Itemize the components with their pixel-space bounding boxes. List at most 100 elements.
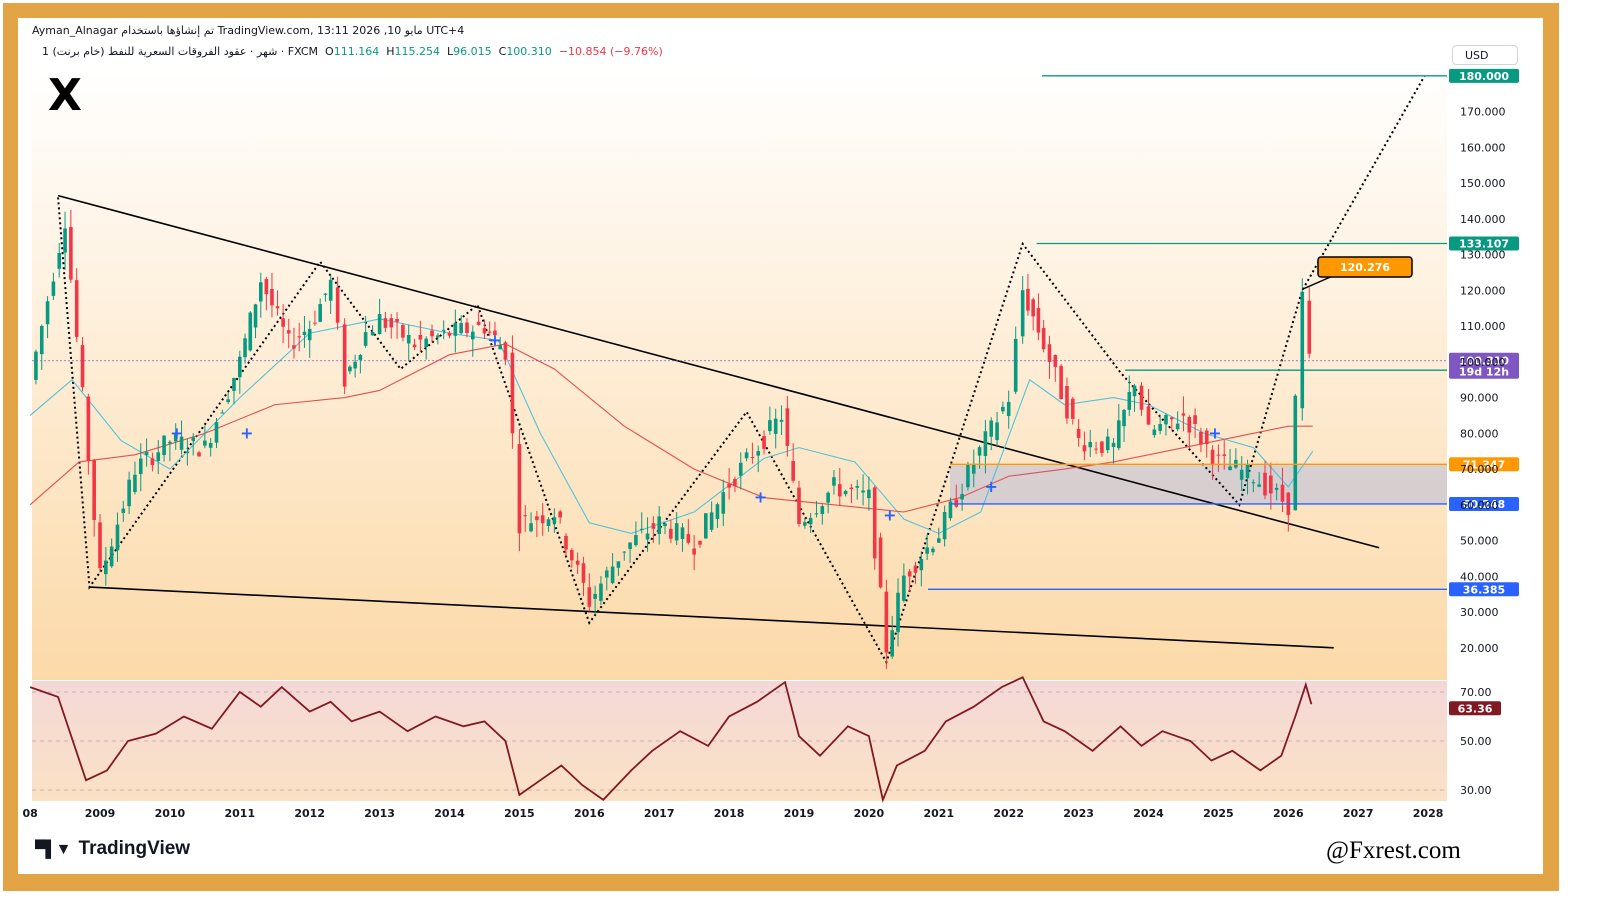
target-callout-box[interactable] [1317, 256, 1413, 278]
candle[interactable] [843, 489, 848, 497]
candle[interactable] [342, 318, 347, 395]
candle[interactable] [1132, 383, 1137, 412]
candle[interactable] [39, 324, 44, 370]
candle[interactable] [447, 331, 452, 339]
candle[interactable] [1031, 297, 1035, 331]
candle[interactable] [872, 485, 877, 570]
cross-marker-icon[interactable]: + [1208, 423, 1221, 442]
candle[interactable] [1170, 416, 1174, 431]
candle[interactable] [465, 318, 469, 338]
candle[interactable] [849, 484, 854, 504]
candle[interactable] [302, 315, 307, 348]
candle[interactable] [297, 322, 302, 352]
candle[interactable] [913, 561, 918, 584]
candle[interactable] [1257, 471, 1261, 488]
candle[interactable] [744, 448, 749, 462]
candle[interactable] [663, 521, 667, 535]
candle[interactable] [34, 349, 38, 385]
candle[interactable] [1139, 382, 1144, 416]
candle[interactable] [727, 468, 731, 500]
level-tag[interactable] [1449, 236, 1519, 251]
candle[interactable] [162, 435, 166, 462]
candle[interactable] [323, 292, 328, 302]
candle[interactable] [686, 519, 691, 545]
candle[interactable] [768, 406, 772, 435]
candle[interactable] [669, 519, 673, 543]
candle[interactable] [989, 417, 994, 451]
candle[interactable] [318, 298, 322, 323]
candle[interactable] [441, 320, 446, 340]
candle[interactable] [925, 533, 929, 561]
candle[interactable] [203, 425, 207, 449]
candle[interactable] [779, 405, 784, 436]
candle[interactable] [558, 509, 562, 524]
candle[interactable] [57, 242, 62, 278]
candle[interactable] [622, 551, 627, 561]
candle[interactable] [286, 318, 291, 349]
candle[interactable] [645, 517, 650, 552]
candle[interactable] [232, 377, 236, 405]
candle[interactable] [208, 437, 213, 457]
currency-button[interactable]: USD [1452, 45, 1518, 65]
candle[interactable] [63, 211, 67, 270]
candle[interactable] [1293, 393, 1298, 511]
candle[interactable] [1088, 429, 1093, 457]
candle[interactable] [307, 320, 312, 358]
candle[interactable] [214, 418, 219, 448]
candle[interactable] [1152, 425, 1157, 438]
candle[interactable] [168, 440, 172, 462]
candle[interactable] [1158, 414, 1162, 435]
candle[interactable] [335, 276, 340, 330]
candle[interactable] [570, 548, 574, 568]
candle[interactable] [430, 324, 434, 343]
candle[interactable] [1210, 445, 1215, 480]
candle[interactable] [144, 438, 149, 467]
candle[interactable] [179, 420, 184, 455]
candle[interactable] [1199, 427, 1203, 453]
candle[interactable] [1094, 441, 1098, 455]
candle[interactable] [383, 311, 388, 333]
candle[interactable] [281, 304, 285, 344]
candle[interactable] [270, 272, 274, 318]
candle[interactable] [45, 296, 50, 339]
candle[interactable] [1026, 273, 1030, 316]
candle[interactable] [593, 585, 597, 615]
candle[interactable] [552, 508, 557, 533]
candle[interactable] [487, 321, 492, 336]
author-name[interactable]: Ayman_Alnagar [32, 24, 118, 37]
candle[interactable] [855, 479, 860, 500]
candle[interactable] [258, 272, 263, 318]
candle[interactable] [820, 504, 825, 525]
candle[interactable] [628, 542, 632, 564]
candle[interactable] [1175, 411, 1180, 432]
candle[interactable] [370, 325, 375, 336]
candle[interactable] [1269, 462, 1273, 510]
candle[interactable] [363, 316, 368, 348]
candle[interactable] [960, 483, 964, 511]
candle[interactable] [750, 442, 755, 464]
candle[interactable] [1263, 460, 1267, 500]
candle[interactable] [418, 320, 423, 353]
cross-marker-icon[interactable]: + [170, 423, 183, 442]
candle[interactable] [127, 471, 131, 515]
level-tag[interactable] [1449, 457, 1519, 472]
candle[interactable] [389, 314, 394, 339]
candle[interactable] [406, 324, 411, 361]
candle[interactable] [832, 470, 836, 495]
candle[interactable] [1100, 441, 1104, 457]
cross-marker-icon[interactable]: + [240, 423, 253, 442]
lower-wedge-line[interactable] [89, 586, 1334, 649]
interval-label[interactable]: 1 شهر [42, 45, 278, 58]
candle[interactable] [715, 502, 720, 528]
candle[interactable] [1228, 448, 1232, 471]
candle[interactable] [1020, 275, 1025, 344]
candle[interactable] [1251, 479, 1256, 493]
candle[interactable] [1076, 419, 1081, 447]
candle[interactable] [942, 505, 947, 547]
candle[interactable] [1065, 377, 1069, 424]
candle[interactable] [51, 272, 56, 301]
candle[interactable] [867, 476, 871, 511]
candle[interactable] [604, 566, 609, 591]
candle[interactable] [92, 458, 96, 537]
candle[interactable] [1047, 335, 1052, 379]
